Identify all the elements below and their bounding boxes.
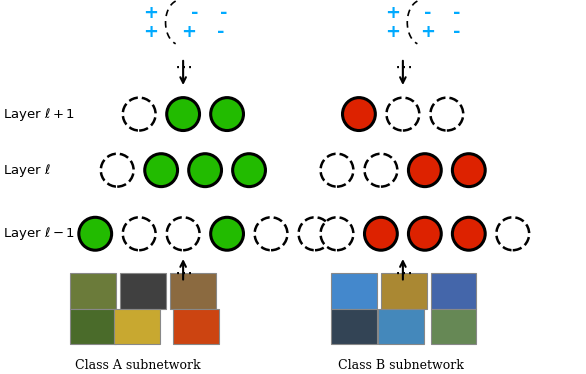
Ellipse shape <box>166 98 199 131</box>
Text: -: - <box>424 4 431 22</box>
Ellipse shape <box>145 154 178 187</box>
Bar <box>431 309 476 344</box>
Bar <box>120 273 166 309</box>
Bar <box>114 309 160 344</box>
Ellipse shape <box>166 217 199 250</box>
Bar <box>331 309 377 344</box>
Ellipse shape <box>189 154 222 187</box>
Bar <box>381 273 427 309</box>
Ellipse shape <box>452 154 485 187</box>
Ellipse shape <box>101 154 134 187</box>
Ellipse shape <box>342 98 376 131</box>
Bar <box>170 273 216 309</box>
Ellipse shape <box>430 98 463 131</box>
Ellipse shape <box>321 217 353 250</box>
Bar <box>173 309 219 344</box>
Ellipse shape <box>496 217 529 250</box>
Ellipse shape <box>364 154 397 187</box>
Text: +: + <box>385 23 400 41</box>
Text: -: - <box>217 23 225 41</box>
Bar <box>378 309 424 344</box>
Text: -: - <box>454 4 461 22</box>
Text: $\cdots$: $\cdots$ <box>174 58 192 76</box>
Text: Layer $\ell - 1$: Layer $\ell - 1$ <box>3 225 75 242</box>
Text: Class B subnetwork: Class B subnetwork <box>339 359 464 372</box>
Text: +: + <box>144 23 158 41</box>
Ellipse shape <box>211 217 244 250</box>
Text: +: + <box>182 23 196 41</box>
Ellipse shape <box>408 154 441 187</box>
Text: Layer $\ell + 1$: Layer $\ell + 1$ <box>3 105 75 123</box>
Text: $\cdots$: $\cdots$ <box>174 264 192 282</box>
Ellipse shape <box>79 217 112 250</box>
Text: -: - <box>220 4 228 22</box>
Text: -: - <box>454 23 461 41</box>
Text: $\cdots$: $\cdots$ <box>394 58 412 76</box>
Text: -: - <box>191 4 199 22</box>
Bar <box>431 273 476 309</box>
Ellipse shape <box>123 98 156 131</box>
Ellipse shape <box>233 154 265 187</box>
Ellipse shape <box>452 217 485 250</box>
Text: +: + <box>144 4 158 22</box>
Ellipse shape <box>123 217 156 250</box>
Ellipse shape <box>321 154 353 187</box>
Text: Class A subnetwork: Class A subnetwork <box>75 359 200 372</box>
Ellipse shape <box>211 98 244 131</box>
Ellipse shape <box>408 217 441 250</box>
Ellipse shape <box>364 217 397 250</box>
Text: +: + <box>385 4 400 22</box>
Bar <box>331 273 377 309</box>
Ellipse shape <box>299 217 332 250</box>
Text: +: + <box>420 23 435 41</box>
Ellipse shape <box>387 98 420 131</box>
Bar <box>70 273 116 309</box>
Text: Layer $\ell$: Layer $\ell$ <box>3 162 51 179</box>
Bar <box>70 309 116 344</box>
Text: $\cdots$: $\cdots$ <box>394 264 412 282</box>
Ellipse shape <box>255 217 288 250</box>
